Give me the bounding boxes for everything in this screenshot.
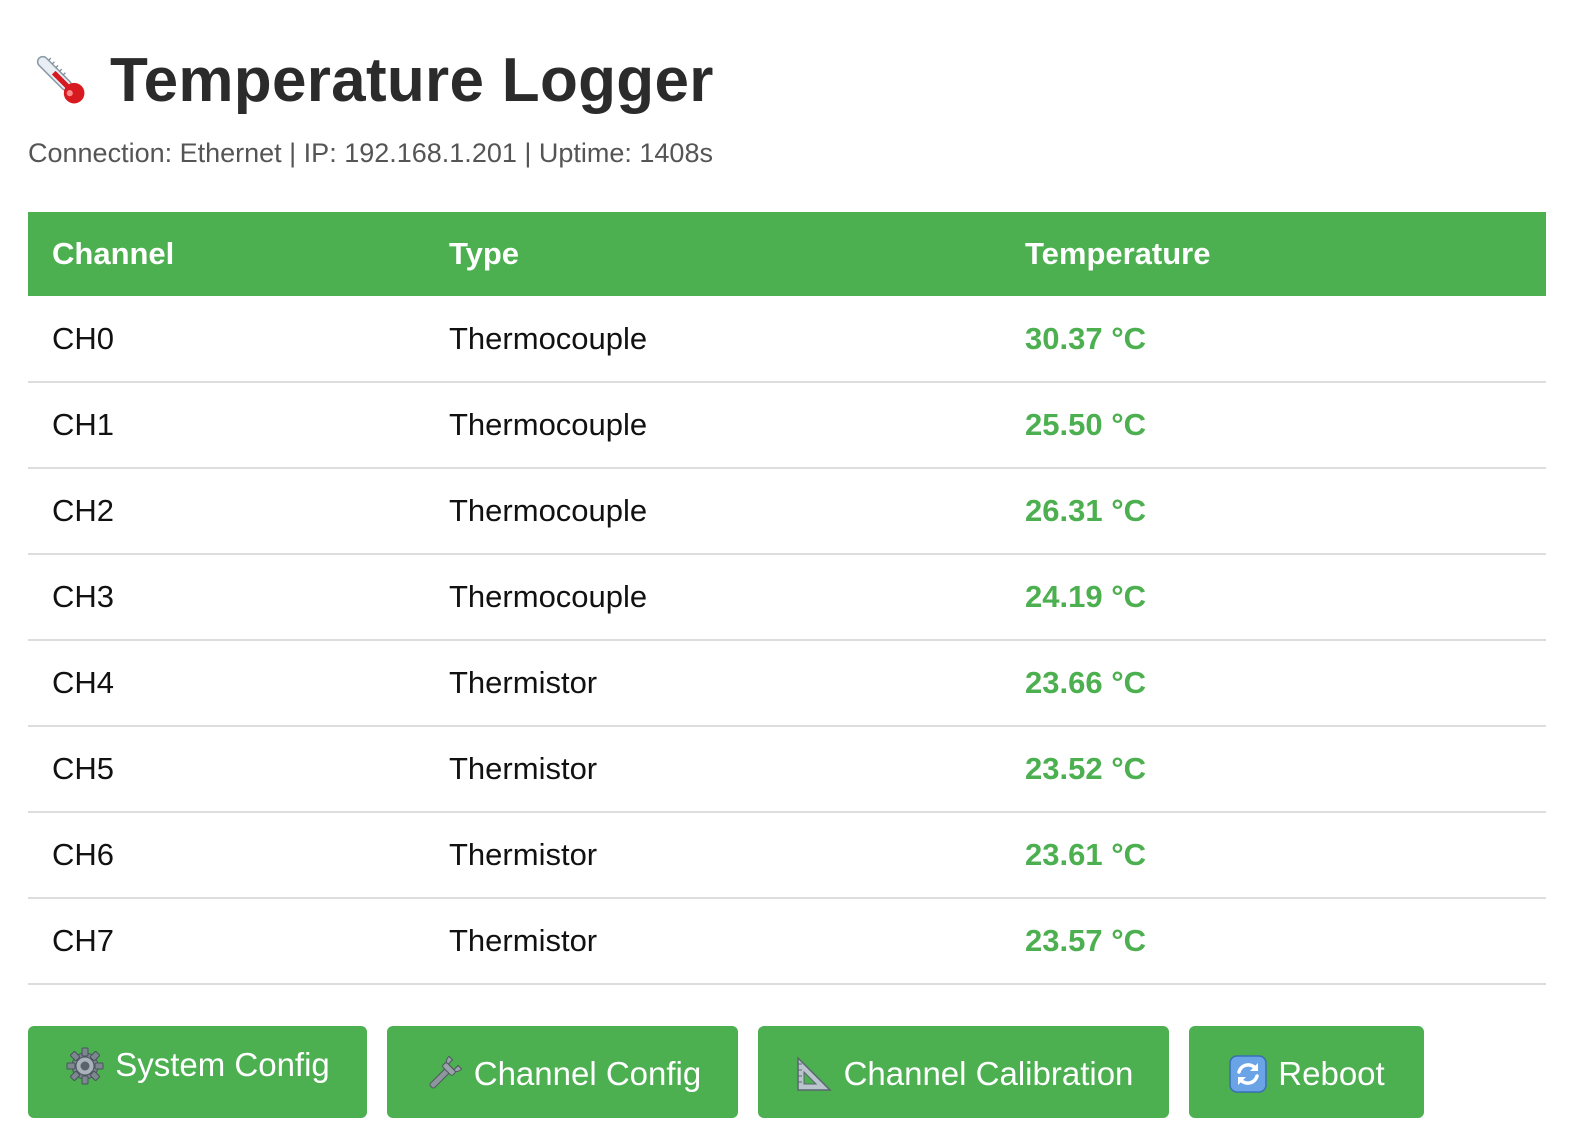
temperature-cell: 23.57 °C	[1025, 923, 1146, 958]
table-header-row: Channel Type Temperature	[28, 212, 1546, 296]
channel-cell: CH7	[52, 923, 115, 958]
column-header-type: Type	[449, 236, 520, 271]
gear-icon	[66, 1047, 104, 1085]
action-buttons: System Config Channel Config Chan	[28, 1026, 1424, 1118]
channel-cell: CH4	[52, 665, 115, 700]
table-row: CH5 Thermistor 23.52 °C	[28, 726, 1546, 812]
connection-status: Connection: Ethernet | IP: 192.168.1.201…	[28, 138, 713, 168]
channel-calibration-label: Channel Calibration	[843, 1055, 1134, 1092]
channel-table-container: Channel Type Temperature CH0 Thermocoupl…	[28, 212, 1546, 985]
reboot-button[interactable]: Reboot	[1189, 1026, 1424, 1118]
table-row: CH3 Thermocouple 24.19 °C	[28, 554, 1546, 640]
temperature-cell: 23.66 °C	[1025, 665, 1146, 700]
type-cell: Thermistor	[449, 751, 598, 786]
table-row: CH2 Thermocouple 26.31 °C	[28, 468, 1546, 554]
channel-cell: CH3	[52, 579, 115, 614]
channel-cell: CH1	[52, 407, 115, 442]
refresh-icon	[1229, 1055, 1268, 1093]
table-row: CH7 Thermistor 23.57 °C	[28, 898, 1546, 984]
channel-cell: CH5	[52, 751, 115, 786]
table-row: CH4 Thermistor 23.66 °C	[28, 640, 1546, 726]
temperature-cell: 25.50 °C	[1025, 407, 1146, 442]
channel-calibration-button[interactable]: Channel Calibration	[758, 1026, 1169, 1118]
temperature-cell: 23.61 °C	[1025, 837, 1146, 872]
type-cell: Thermocouple	[449, 579, 648, 614]
column-header-temperature: Temperature	[1025, 236, 1211, 271]
table-row: CH0 Thermocouple 30.37 °C	[28, 296, 1546, 382]
system-config-label: System Config	[115, 1046, 330, 1083]
type-cell: Thermocouple	[449, 493, 648, 528]
temperature-cell: 24.19 °C	[1025, 579, 1146, 614]
page-title: Temperature Logger	[110, 45, 714, 115]
temperature-cell: 26.31 °C	[1025, 493, 1146, 528]
type-cell: Thermistor	[449, 923, 598, 958]
table-row: CH6 Thermistor 23.61 °C	[28, 812, 1546, 898]
column-header-channel: Channel	[52, 236, 175, 271]
temperature-cell: 30.37 °C	[1025, 320, 1146, 356]
channel-cell: CH2	[52, 493, 115, 528]
title-row: Temperature Logger	[28, 40, 714, 120]
channel-config-button[interactable]: Channel Config	[387, 1026, 738, 1118]
channel-config-label: Channel Config	[473, 1055, 702, 1092]
type-cell: Thermistor	[449, 837, 598, 872]
channel-cell: CH6	[52, 837, 115, 872]
triangle-ruler-icon	[796, 1056, 832, 1091]
wrench-icon	[429, 1055, 463, 1089]
type-cell: Thermocouple	[449, 320, 648, 356]
table-row: CH1 Thermocouple 25.50 °C	[28, 382, 1546, 468]
type-cell: Thermocouple	[449, 407, 648, 442]
type-cell: Thermistor	[449, 665, 598, 700]
channel-table: Channel Type Temperature CH0 Thermocoupl…	[28, 212, 1546, 985]
thermometer-icon	[36, 55, 85, 104]
temperature-cell: 23.52 °C	[1025, 751, 1146, 786]
channel-cell: CH0	[52, 320, 115, 356]
reboot-label: Reboot	[1278, 1055, 1385, 1092]
system-config-button[interactable]: System Config	[28, 1026, 367, 1118]
